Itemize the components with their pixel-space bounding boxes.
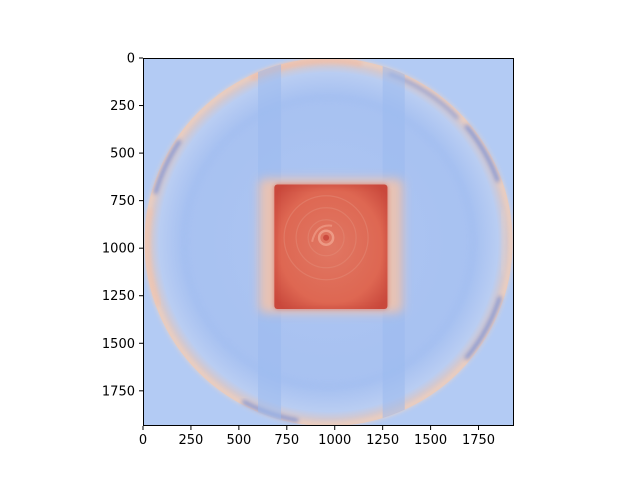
vortex-swirl [311, 224, 333, 242]
x-axis: 0 250 500 750 1000 1250 1500 1750 [139, 426, 495, 448]
square-ring-3 [307, 219, 345, 257]
inner-ring [184, 97, 474, 387]
heatmap-content [143, 58, 514, 426]
rim-arc-cool-1 [154, 139, 181, 194]
y-axis: 0 250 500 750 1000 1250 1500 1750 [102, 52, 143, 399]
y-tick-label-250: 250 [110, 99, 135, 114]
y-tick-label-1500: 1500 [102, 337, 135, 352]
square-region [274, 184, 388, 310]
rim-arc-warm-3 [500, 210, 507, 275]
x-tick-label-0: 0 [139, 433, 147, 448]
x-tick-label-1250: 1250 [366, 433, 399, 448]
vortex-ring [317, 229, 335, 246]
vortex-center [323, 234, 330, 241]
x-tick-label-1500: 1500 [414, 433, 447, 448]
rim-arc-warm-2 [145, 208, 161, 307]
y-tick-label-0: 0 [127, 52, 135, 67]
y-tick-label-500: 500 [110, 147, 135, 162]
x-tick-label-1750: 1750 [462, 433, 495, 448]
heatmap-image [143, 58, 514, 426]
axes-frame [143, 58, 514, 426]
rim-arc-cool-3 [465, 124, 500, 183]
x-tick-label-250: 250 [179, 433, 204, 448]
y-tick-label-1250: 1250 [102, 289, 135, 304]
x-tick-label-750: 750 [274, 433, 299, 448]
y-tick-label-750: 750 [110, 194, 135, 209]
square-ring-2 [295, 207, 357, 269]
x-tick-label-500: 500 [226, 433, 251, 448]
y-tick-label-1750: 1750 [102, 384, 135, 399]
x-tick-label-1000: 1000 [318, 433, 351, 448]
y-tick-label-1000: 1000 [102, 242, 135, 257]
square-ring-1 [283, 195, 369, 281]
square-edge [274, 184, 388, 310]
rim-arc-cool-4 [465, 296, 502, 360]
